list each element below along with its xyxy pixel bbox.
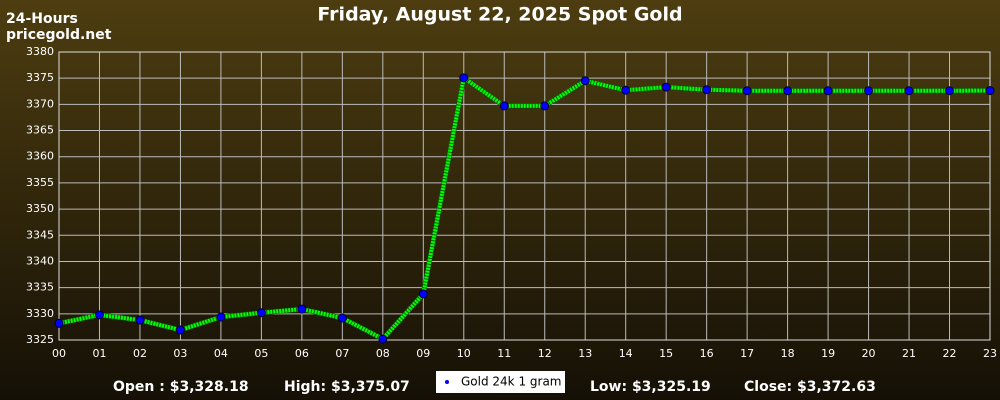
data-point — [175, 325, 185, 335]
open-stat: Open : $3,328.18 — [113, 379, 249, 395]
data-point — [459, 73, 469, 83]
x-tick-label: 18 — [781, 347, 795, 360]
data-point — [702, 85, 712, 95]
x-tick-label: 05 — [254, 347, 268, 360]
y-tick-label: 3380 — [26, 45, 54, 58]
close-stat: Close: $3,372.63 — [744, 379, 876, 395]
y-tick-label: 3375 — [26, 71, 54, 84]
y-tick-label: 3370 — [26, 97, 54, 110]
x-tick-label: 00 — [52, 347, 66, 360]
x-tick-label: 02 — [133, 347, 147, 360]
x-tick-label: 20 — [862, 347, 876, 360]
x-tick-label: 21 — [902, 347, 916, 360]
data-point — [985, 86, 995, 96]
data-point — [216, 312, 226, 322]
x-tick-label: 13 — [578, 347, 592, 360]
data-point — [418, 289, 428, 299]
data-point — [54, 318, 64, 328]
data-point — [742, 86, 752, 96]
low-stat: Low: $3,325.19 — [590, 379, 711, 395]
data-point — [621, 85, 631, 95]
data-point — [540, 101, 550, 111]
plot-frame — [58, 51, 991, 341]
y-tick-label: 3325 — [26, 333, 54, 346]
data-point — [256, 308, 266, 318]
high-stat: High: $3,375.07 — [284, 379, 410, 395]
data-point — [864, 86, 874, 96]
data-point — [135, 315, 145, 325]
data-point — [337, 313, 347, 323]
x-tick-label: 06 — [295, 347, 309, 360]
data-point — [378, 334, 388, 344]
data-point — [94, 310, 104, 320]
y-tick-label: 3345 — [26, 228, 54, 241]
y-tick-label: 3350 — [26, 202, 54, 215]
y-tick-label: 3355 — [26, 176, 54, 189]
y-tick-label: 3335 — [26, 281, 54, 294]
x-tick-label: 14 — [619, 347, 633, 360]
data-point — [661, 82, 671, 92]
x-tick-label: 22 — [943, 347, 957, 360]
x-tick-label: 12 — [538, 347, 552, 360]
y-tick-label: 3365 — [26, 124, 54, 137]
x-tick-label: 19 — [821, 347, 835, 360]
data-point — [945, 86, 955, 96]
y-tick-label: 3340 — [26, 254, 54, 267]
y-tick-label: 3330 — [26, 307, 54, 320]
data-point — [499, 101, 509, 111]
x-tick-label: 09 — [416, 347, 430, 360]
x-tick-label: 03 — [173, 347, 187, 360]
data-point — [783, 86, 793, 96]
data-point — [580, 76, 590, 86]
source-label: pricegold.net — [6, 27, 112, 43]
period-label: 24-Hours — [6, 11, 78, 27]
x-tick-label: 08 — [376, 347, 390, 360]
x-tick-label: 17 — [740, 347, 754, 360]
x-tick-label: 15 — [659, 347, 673, 360]
x-tick-label: 01 — [92, 347, 106, 360]
chart-title: Friday, August 22, 2025 Spot Gold — [317, 4, 682, 26]
x-tick-label: 16 — [700, 347, 714, 360]
x-tick-label: 04 — [214, 347, 228, 360]
legend-label: Gold 24k 1 gram — [461, 375, 561, 389]
y-tick-label: 3360 — [26, 150, 54, 163]
price-line-texture — [58, 75, 991, 342]
data-point — [823, 86, 833, 96]
legend-marker — [445, 380, 449, 384]
x-tick-label: 10 — [457, 347, 471, 360]
legend-box — [436, 371, 565, 393]
x-tick-label: 07 — [335, 347, 349, 360]
data-point — [297, 304, 307, 314]
x-tick-label: 11 — [497, 347, 511, 360]
x-tick-label: 23 — [983, 347, 997, 360]
data-point — [904, 86, 914, 96]
